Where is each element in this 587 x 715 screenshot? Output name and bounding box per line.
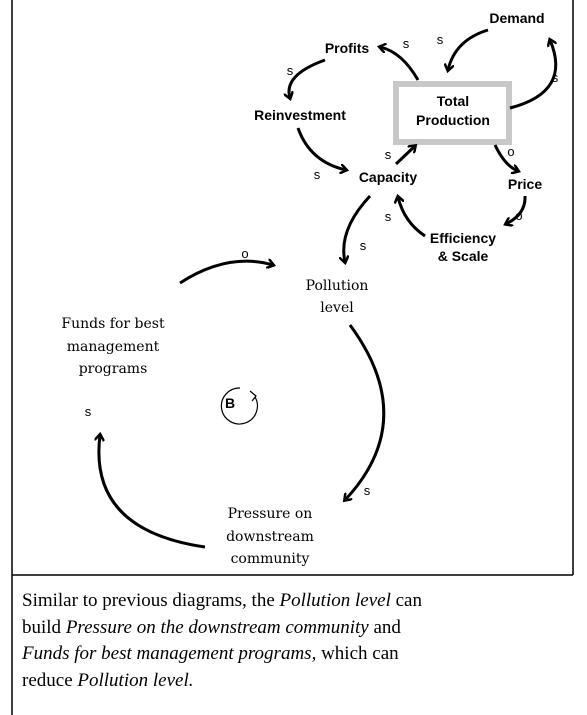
- node-label: management: [67, 339, 160, 355]
- caption-text: Pollution level: [279, 590, 391, 611]
- polarity: s: [385, 209, 392, 224]
- caption-text: can: [390, 590, 422, 611]
- caption: Similar to previous diagrams, the Pollut…: [22, 588, 582, 694]
- polarity: s: [364, 483, 371, 498]
- polarity: o: [515, 208, 522, 223]
- caption-text: which can: [316, 643, 399, 664]
- polarity: o: [241, 246, 248, 261]
- caption-line: Funds for best management programs, whic…: [22, 641, 582, 668]
- polarity: s: [403, 36, 410, 51]
- caption-text: Pollution level.: [77, 669, 194, 691]
- node-label: level: [320, 300, 354, 316]
- polarity: s: [437, 32, 444, 47]
- caption-line: build Pressure on the downstream communi…: [22, 615, 582, 642]
- caption-text: reduce: [22, 669, 78, 691]
- node-label: & Scale: [438, 248, 489, 264]
- node-label: Reinvestment: [254, 107, 346, 123]
- caption-text: and: [368, 616, 401, 638]
- node-label: downstream: [226, 529, 314, 545]
- polarity: s: [287, 63, 294, 78]
- node-label: programs: [79, 361, 148, 377]
- loop-label: B: [225, 395, 235, 411]
- node-label: Capacity: [359, 169, 418, 185]
- polarity: s: [552, 70, 559, 85]
- node-label: Efficiency: [430, 230, 496, 246]
- node-label: community: [231, 551, 310, 567]
- node-label: Funds for best: [61, 316, 165, 332]
- polarity: o: [507, 144, 514, 159]
- node-label: Total: [437, 93, 469, 109]
- node-label: Production: [416, 112, 490, 128]
- caption-line: reduce Pollution level.: [22, 668, 582, 695]
- polarity: s: [314, 167, 321, 182]
- node-box: [393, 81, 512, 145]
- loop-arc: [220, 387, 258, 425]
- polarity: s: [85, 404, 92, 419]
- node-label: Pollution: [306, 278, 369, 294]
- caption-text: Pressure on the downstream community: [65, 616, 369, 638]
- arrows: [99, 28, 558, 549]
- node-label: Pressure on: [228, 506, 313, 522]
- caption-text: Similar to previous diagrams, the: [22, 590, 280, 611]
- caption-line: Similar to previous diagrams, the Pollut…: [22, 588, 582, 615]
- polarity: s: [360, 238, 367, 253]
- node-label: Price: [508, 176, 542, 192]
- node-label: Profits: [325, 40, 370, 56]
- caption-text: Funds for best management programs,: [22, 643, 317, 664]
- node-label: Demand: [489, 10, 544, 26]
- polarity: s: [385, 147, 392, 162]
- caption-text: build: [22, 616, 66, 638]
